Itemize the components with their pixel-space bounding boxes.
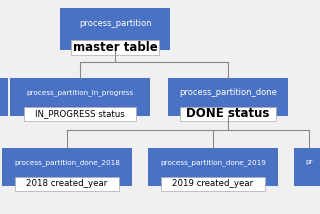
FancyBboxPatch shape — [10, 78, 150, 116]
FancyBboxPatch shape — [2, 148, 132, 186]
Text: master table: master table — [73, 41, 157, 54]
Text: 2018 created_year: 2018 created_year — [26, 180, 108, 189]
Text: process_partition_done_2019: process_partition_done_2019 — [160, 159, 266, 166]
Text: pr: pr — [305, 159, 313, 165]
FancyBboxPatch shape — [71, 40, 159, 55]
FancyBboxPatch shape — [0, 78, 8, 116]
Text: process_partition_done: process_partition_done — [179, 88, 277, 97]
Text: IN_PROGRESS status: IN_PROGRESS status — [35, 109, 125, 118]
FancyBboxPatch shape — [161, 177, 265, 191]
Text: DONE status: DONE status — [186, 107, 270, 120]
Text: process_partition: process_partition — [79, 19, 151, 28]
Text: process_partition_in_progress: process_partition_in_progress — [26, 89, 134, 96]
Text: 2019 created_year: 2019 created_year — [172, 180, 253, 189]
FancyBboxPatch shape — [15, 177, 119, 191]
FancyBboxPatch shape — [148, 148, 278, 186]
FancyBboxPatch shape — [180, 107, 276, 121]
Text: process_partition_done_2018: process_partition_done_2018 — [14, 159, 120, 166]
FancyBboxPatch shape — [294, 148, 320, 186]
FancyBboxPatch shape — [24, 107, 136, 121]
FancyBboxPatch shape — [60, 8, 170, 50]
FancyBboxPatch shape — [168, 78, 288, 116]
